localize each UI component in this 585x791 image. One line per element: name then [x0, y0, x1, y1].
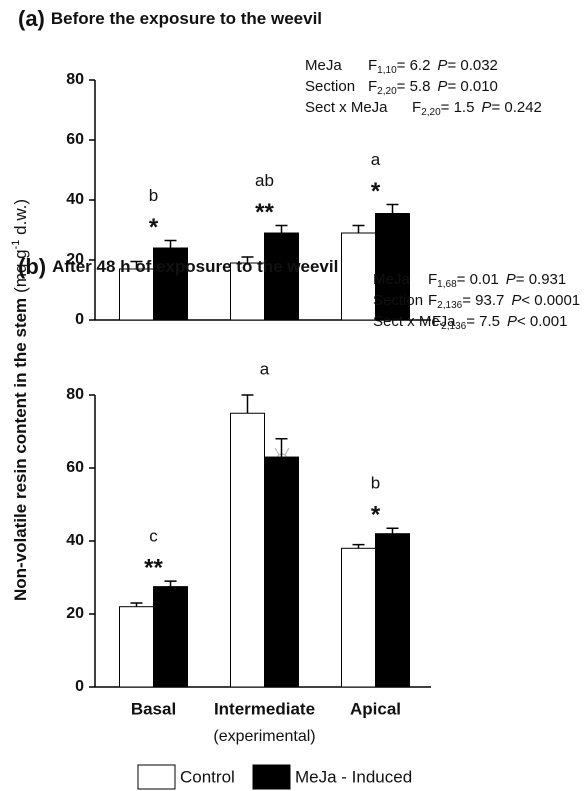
legend-label: Control — [180, 767, 235, 786]
stat-p: < 0.001 — [517, 313, 567, 330]
error-bar — [242, 395, 254, 413]
panel-title: (a) Before the exposure to the weevil — [18, 6, 322, 31]
stat-test: F2,20= 1.5 P= 0.242 — [412, 99, 542, 118]
stat-factor: MeJa — [373, 271, 410, 288]
error-bar — [165, 581, 177, 586]
x-tick-label: Basal — [131, 699, 176, 718]
stat-f: = 1.5 — [441, 99, 475, 116]
error-bar — [387, 528, 399, 533]
stat-f: = 0.01 — [457, 271, 499, 288]
stat-df: 2,20 — [377, 86, 397, 97]
bar — [231, 413, 265, 687]
stat-f: = 6.2 — [397, 57, 431, 74]
stat-p: = 0.032 — [447, 57, 497, 74]
stat-p-label: P — [507, 313, 517, 330]
group-letter: a — [260, 359, 270, 378]
error-bar — [353, 226, 365, 234]
stat-p-label: P — [437, 57, 447, 74]
bar — [342, 233, 376, 320]
stat-df: 1,68 — [437, 279, 457, 290]
error-bar — [276, 226, 288, 234]
y-label-sup: -1 — [10, 240, 22, 250]
stat-letter: F — [368, 78, 377, 95]
stat-letter: F — [428, 271, 437, 288]
y-tick-label: 60 — [66, 459, 84, 476]
y-tick-label: 80 — [66, 386, 84, 403]
significance: * — [371, 178, 381, 205]
bar — [376, 534, 410, 687]
stat-factor: Section — [373, 292, 423, 309]
stat-factor: MeJa — [305, 57, 342, 74]
stat-factor: Section — [305, 78, 355, 95]
stat-df: 2,136 — [441, 321, 466, 332]
legend-label: MeJa - Induced — [295, 767, 412, 786]
significance: * — [371, 502, 381, 529]
stat-p: = 0.010 — [447, 78, 497, 95]
group-letter: b — [371, 474, 380, 493]
bar — [342, 548, 376, 687]
legend-swatch — [138, 765, 175, 789]
bar — [120, 607, 154, 687]
stat-p-label: P — [481, 99, 491, 116]
stat-p-label: P — [511, 292, 521, 309]
stat-f: = 93.7 — [462, 292, 504, 309]
y-tick-label: 20 — [66, 605, 84, 622]
y-tick-label: 60 — [66, 131, 84, 148]
group-letter: a — [371, 150, 381, 169]
error-bar — [387, 205, 399, 214]
stat-df: 2,20 — [421, 107, 441, 118]
bar — [154, 587, 188, 687]
x-tick-label: Apical — [350, 699, 401, 718]
stat-test: F2,136= 93.7 P< 0.0001 — [428, 292, 580, 311]
y-label-unit: d.w.) — [11, 199, 30, 240]
group-letter: ab — [255, 171, 274, 190]
legend-swatch — [253, 765, 290, 789]
x-tick-label: Intermediate — [214, 699, 315, 718]
figure: Non-volatile resin content in the stem(m… — [0, 0, 585, 791]
stat-p: < 0.0001 — [521, 292, 580, 309]
y-label-main: Non-volatile resin content in the stem — [11, 298, 30, 601]
stat-f: = 5.8 — [397, 78, 431, 95]
y-tick-label: 0 — [75, 678, 84, 695]
stat-letter: F — [428, 292, 437, 309]
bar — [120, 269, 154, 320]
bar — [265, 457, 299, 687]
stat-df: 2,136 — [437, 300, 462, 311]
y-tick-label: 0 — [75, 311, 84, 328]
panel-label: (b) — [18, 254, 46, 279]
category-note: (experimental) — [213, 728, 315, 745]
significance: ** — [255, 199, 274, 226]
stat-p-label: P — [506, 271, 516, 288]
stat-f: = 7.5 — [466, 313, 500, 330]
title: After 48 h of exposure to the weevil — [52, 257, 338, 276]
y-tick-label: 40 — [66, 532, 84, 549]
stat-p: = 0.931 — [516, 271, 566, 288]
error-bar — [165, 241, 177, 249]
group-letter: c — [149, 527, 158, 546]
stat-letter: F — [368, 57, 377, 74]
stat-letter: F — [412, 99, 421, 116]
stat-letter: F — [432, 313, 441, 330]
bar — [265, 233, 299, 320]
stat-factor: Sect x MeJa — [305, 99, 388, 116]
stat-p-label: P — [437, 78, 447, 95]
significance: * — [149, 214, 159, 241]
y-tick-label: 40 — [66, 191, 84, 208]
error-bar — [353, 545, 365, 549]
significance: ** — [144, 554, 163, 581]
stat-test: F1,10= 6.2 P= 0.032 — [368, 57, 498, 76]
group-letter: b — [149, 186, 158, 205]
y-tick-label: 80 — [66, 71, 84, 88]
stat-test: F2,20= 5.8 P= 0.010 — [368, 78, 498, 97]
title: Before the exposure to the weevil — [51, 9, 322, 28]
stat-df: 1,10 — [377, 65, 397, 76]
stat-p: = 0.242 — [491, 99, 541, 116]
panel-label: (a) — [18, 6, 45, 31]
stat-test: F1,68= 0.01 P= 0.931 — [428, 271, 566, 290]
error-bar — [131, 603, 143, 607]
panel-title: (b) After 48 h of exposure to the weevil — [18, 254, 338, 279]
